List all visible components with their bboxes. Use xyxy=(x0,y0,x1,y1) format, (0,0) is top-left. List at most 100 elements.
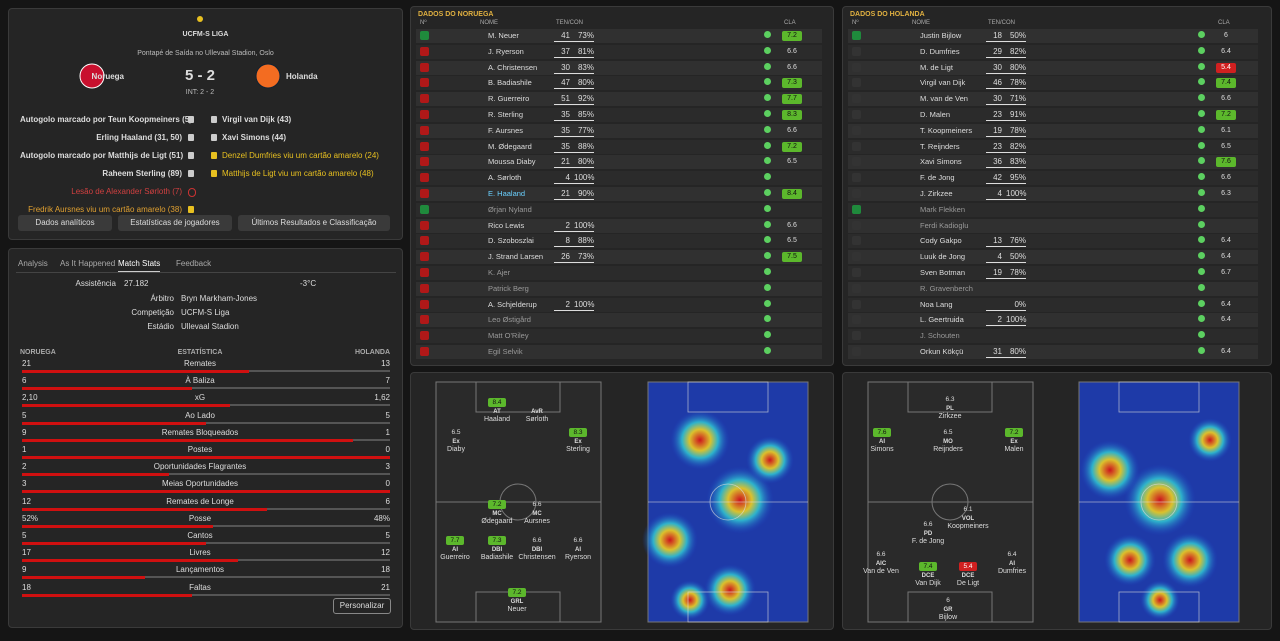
stat-name: Livres xyxy=(189,548,211,558)
passes: 2 xyxy=(997,315,1002,325)
heart-icon xyxy=(764,331,771,339)
pass-pct: 76% xyxy=(1009,236,1026,246)
shirt-icon xyxy=(852,220,861,230)
player-pos: Ex xyxy=(452,439,460,445)
tab[interactable]: Analysis xyxy=(18,259,48,268)
player-rating: 6 xyxy=(946,597,950,604)
row-bg xyxy=(848,202,1258,217)
pass-pct: 92% xyxy=(577,94,594,104)
player-pos: MC xyxy=(492,511,502,517)
stat-bar-home xyxy=(22,542,206,545)
player-name: M. de Ligt xyxy=(920,62,953,72)
player-label: Dumfries xyxy=(997,568,1026,575)
passes: 41 xyxy=(561,31,570,40)
event-icon xyxy=(188,152,194,159)
player-pos: MO xyxy=(943,439,953,445)
shirt-icon xyxy=(852,78,861,88)
rating: 6.6 xyxy=(1221,174,1231,182)
passes: 19 xyxy=(993,268,1002,277)
pct-underline xyxy=(986,56,1026,58)
player-name: B. Badiashile xyxy=(488,78,532,88)
player-name: M. Neuer xyxy=(488,31,519,40)
pass-pct: 0% xyxy=(1014,299,1026,309)
pass-pct: 100% xyxy=(1006,189,1027,198)
event-icon xyxy=(211,152,217,159)
pct-underline xyxy=(554,41,594,42)
heart-icon xyxy=(764,236,771,244)
rating: 6.5 xyxy=(787,237,797,245)
pct-underline xyxy=(554,151,594,153)
player-name: Egil Selvik xyxy=(488,347,523,356)
nav-button[interactable]: Dados analíticos xyxy=(18,215,112,231)
row-bg xyxy=(848,297,1258,312)
player-name: Rico Lewis xyxy=(488,220,525,230)
player-rating: 7.6 xyxy=(873,428,891,437)
passes: 29 xyxy=(993,46,1002,56)
shirt-icon xyxy=(420,46,429,56)
stat-bar-home xyxy=(22,576,145,580)
passes: 35 xyxy=(561,125,570,135)
nav-button[interactable]: Estatísticas de jogadores xyxy=(118,215,232,231)
shirt-icon xyxy=(420,299,429,309)
player-label: Koopmeiners xyxy=(947,523,989,530)
stat-away: 5 xyxy=(385,410,390,420)
passes: 30 xyxy=(993,94,1002,104)
stat-away: 12 xyxy=(381,548,390,558)
tab[interactable]: Feedback xyxy=(176,259,212,268)
player-pos: PL xyxy=(946,406,954,412)
home-event: Fredrik Aursnes viu um cartão amarelo (3… xyxy=(28,205,182,214)
player-name: Justin Bijlow xyxy=(920,31,962,40)
tab[interactable]: Match Stats xyxy=(118,259,161,273)
shirt-icon xyxy=(852,331,861,341)
player-name: R. Gravenberch xyxy=(920,283,973,293)
pct-underline xyxy=(554,56,594,58)
stat-name: Cantos xyxy=(187,531,213,540)
shirt-icon xyxy=(852,299,861,309)
heart-icon xyxy=(764,252,771,260)
stat-name: Remates Bloqueados xyxy=(161,427,239,437)
heart-icon xyxy=(1198,173,1205,181)
player-label: Aursnes xyxy=(524,518,550,525)
player-name: Leo Østigård xyxy=(488,315,531,325)
player-label: Ryerson xyxy=(564,554,592,561)
heart-icon xyxy=(1198,204,1205,212)
row-bg xyxy=(416,266,822,280)
pct-underline xyxy=(554,183,594,185)
player-pos: DCE xyxy=(921,573,935,579)
row-bg xyxy=(848,281,1258,296)
nav-button[interactable]: Últimos Resultados e Classificação xyxy=(238,215,390,231)
row-bg xyxy=(416,76,822,91)
tab[interactable]: As It Happened xyxy=(60,259,116,268)
heart-icon xyxy=(764,283,771,291)
passes: 42 xyxy=(993,173,1002,183)
shirt-icon xyxy=(420,110,429,119)
player-pos: MC xyxy=(532,511,542,517)
heart-icon xyxy=(1198,331,1205,339)
stat-home: 12 xyxy=(22,496,31,506)
shirt-icon xyxy=(852,252,861,262)
stat-name: Remates xyxy=(183,359,216,368)
referee: Bryn Markham-Jones xyxy=(181,294,258,303)
venue: Pontapé de Saída no Ullevaal Stadion, Os… xyxy=(137,50,274,57)
event-icon xyxy=(188,134,194,141)
pct-underline xyxy=(554,230,594,232)
rating: 6.6 xyxy=(1221,95,1231,103)
player-rating: 6.6 xyxy=(573,537,583,544)
pct-underline xyxy=(554,262,594,264)
stat-bar-bg xyxy=(22,387,390,390)
match-panel xyxy=(8,8,403,240)
stat-bar-home xyxy=(22,507,268,511)
shirt-icon xyxy=(420,220,429,230)
customize-button[interactable]: Personalizar xyxy=(333,598,391,614)
shirt-icon xyxy=(852,204,861,214)
pct-underline xyxy=(986,357,1026,358)
player-pos: VOL xyxy=(961,516,975,522)
player-name: K. Ajer xyxy=(488,268,511,277)
rating: 6.3 xyxy=(1221,190,1231,197)
passes: 19 xyxy=(993,125,1002,135)
pass-pct: 100% xyxy=(574,220,595,230)
pass-pct: 90% xyxy=(577,189,594,198)
rating: 7.2 xyxy=(1216,110,1236,120)
player-name: M. Ødegaard xyxy=(488,141,532,151)
